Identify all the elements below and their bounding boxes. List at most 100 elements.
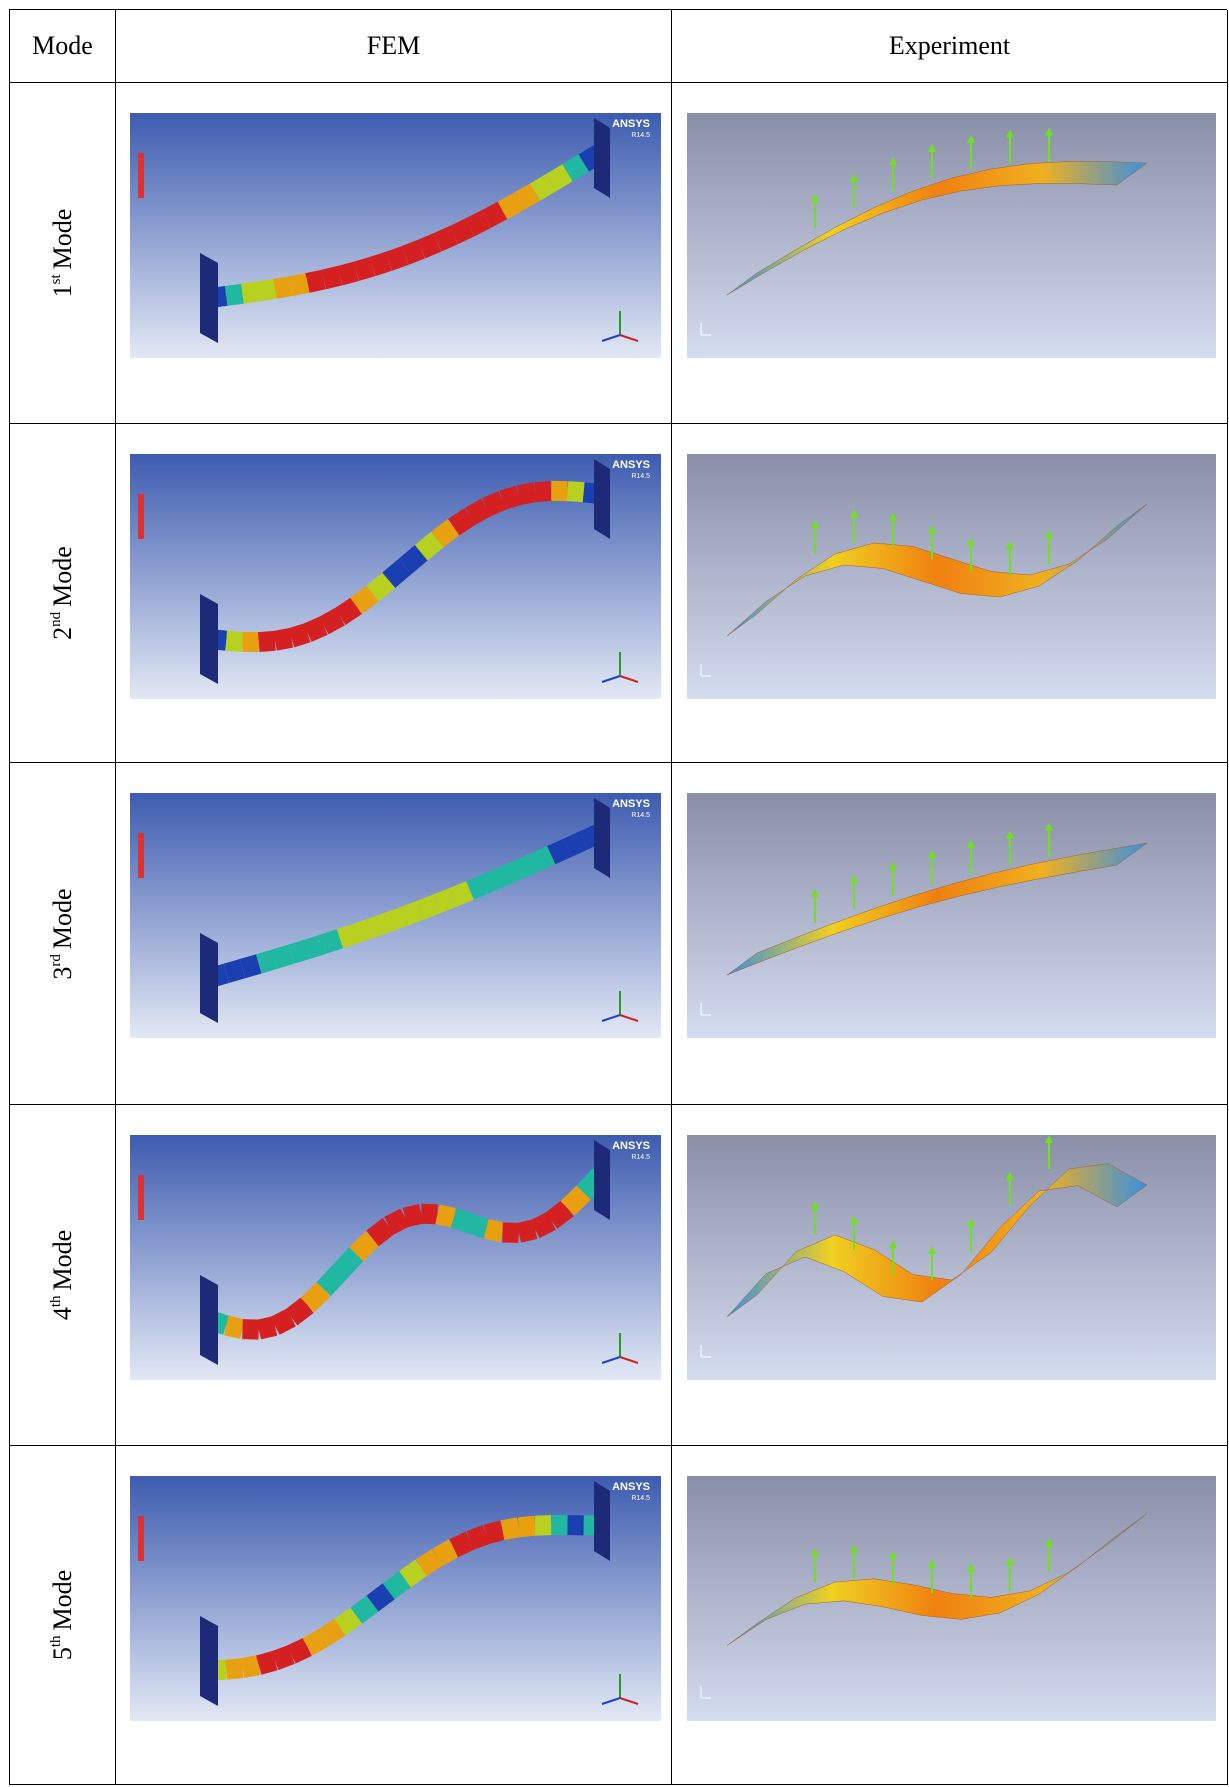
experiment-image xyxy=(687,1135,1216,1380)
experiment-image xyxy=(687,454,1216,699)
beam-segment xyxy=(275,1318,291,1326)
beam-segment xyxy=(438,1548,454,1557)
legend-scale xyxy=(138,1516,144,1561)
beam-segment xyxy=(243,1665,259,1668)
experiment-cell xyxy=(672,1446,1228,1785)
experiment-image xyxy=(687,1476,1216,1721)
beam-segment xyxy=(454,227,470,235)
experiment-cell xyxy=(672,1105,1228,1446)
beam-segment xyxy=(405,910,421,916)
beam-segment xyxy=(535,183,551,193)
beam-segment xyxy=(470,1223,486,1228)
beam-segment xyxy=(421,1557,437,1567)
beam-segment xyxy=(324,617,340,626)
beam-segment xyxy=(324,1272,340,1290)
fem-version: R14.5 xyxy=(631,812,650,819)
beam-segment xyxy=(308,626,324,633)
mode-suffix: st xyxy=(48,274,64,284)
fem-cell: ANSYSR14.5 xyxy=(116,1105,672,1446)
beam-segment xyxy=(243,291,259,293)
beam-segment xyxy=(405,553,421,567)
beam-segment xyxy=(243,964,259,969)
beam-segment xyxy=(486,500,502,507)
background xyxy=(687,793,1216,1038)
header-cell: Experiment xyxy=(672,10,1228,83)
beam-segment xyxy=(259,1661,275,1665)
beam-segment xyxy=(373,261,389,266)
fem-version: R14.5 xyxy=(631,473,650,480)
fem-logo: ANSYS xyxy=(612,798,650,810)
beam-segment xyxy=(226,1325,242,1329)
mode-cell: 2ndMode xyxy=(10,424,116,763)
beam-segment xyxy=(454,516,470,527)
beam-segment xyxy=(421,539,437,552)
beam-segment xyxy=(226,1668,242,1670)
mode-label: 4thMode xyxy=(48,1230,78,1320)
beam-segment xyxy=(503,201,519,210)
beam-segment xyxy=(324,276,340,280)
beam-segment xyxy=(373,922,389,928)
beam-segment xyxy=(356,928,372,934)
beam-segment xyxy=(551,173,567,183)
beam-segment xyxy=(486,877,502,884)
beam-segment xyxy=(373,1226,389,1239)
beam-segment xyxy=(405,249,421,255)
mode-number: 3 xyxy=(48,966,77,979)
fem-logo: ANSYS xyxy=(612,459,650,471)
beam-segment xyxy=(389,1579,405,1591)
mode-cell: 4thMode xyxy=(10,1105,116,1446)
beam-segment xyxy=(308,944,324,949)
beam-segment xyxy=(291,633,307,638)
beam-segment xyxy=(438,527,454,539)
beam-segment xyxy=(373,1591,389,1603)
beam-segment xyxy=(356,594,372,606)
mode-word: Mode xyxy=(48,1230,77,1291)
beam-segment xyxy=(259,641,275,642)
beam-segment xyxy=(535,491,551,492)
beam-segment xyxy=(356,1238,372,1254)
beam-segment xyxy=(308,1289,324,1305)
beam-segment xyxy=(275,638,291,641)
fem-cell: ANSYS R14.5 xyxy=(116,763,672,1105)
beam-segment xyxy=(226,294,242,296)
beam-segment xyxy=(259,1326,275,1330)
beam-segment xyxy=(551,848,567,855)
beam-segment xyxy=(454,1218,470,1223)
experiment-image xyxy=(687,113,1216,358)
beam-segment xyxy=(405,1568,421,1579)
beam-segment xyxy=(275,954,291,959)
mode-cell: 3rdMode xyxy=(10,763,116,1105)
beam-segment xyxy=(340,1616,356,1627)
mode-number: 4 xyxy=(48,1307,77,1320)
beam-segment xyxy=(535,855,551,862)
fem-logo: ANSYS xyxy=(612,118,650,130)
background xyxy=(687,113,1216,358)
beam-segment xyxy=(519,1526,535,1528)
mode-label: 3rdMode xyxy=(48,888,78,979)
beam-segment xyxy=(438,1214,454,1218)
beam-segment xyxy=(503,495,519,500)
fem-logo: ANSYS xyxy=(612,1481,650,1493)
mode-word: Mode xyxy=(48,546,77,607)
mode-label: 5thMode xyxy=(48,1570,78,1660)
fem-version: R14.5 xyxy=(631,1495,650,1502)
end-plate xyxy=(200,933,218,1023)
beam-segment xyxy=(291,283,307,286)
beam-segment xyxy=(405,1214,421,1218)
beam-segment xyxy=(503,1527,519,1530)
beam-segment xyxy=(519,192,535,201)
mode-number: 5 xyxy=(48,1647,77,1660)
beam-segment xyxy=(340,271,356,275)
experiment-cell xyxy=(672,83,1228,424)
beam-segment xyxy=(470,884,486,891)
beam-segment xyxy=(373,580,389,593)
header-cell: FEM xyxy=(116,10,672,83)
beam-segment xyxy=(324,939,340,944)
fem-image: ANSYS R14.5 xyxy=(130,1476,661,1721)
mode-cell: 1stMode xyxy=(10,83,116,424)
beam-segment xyxy=(226,969,242,974)
mode-suffix: th xyxy=(48,1636,64,1648)
